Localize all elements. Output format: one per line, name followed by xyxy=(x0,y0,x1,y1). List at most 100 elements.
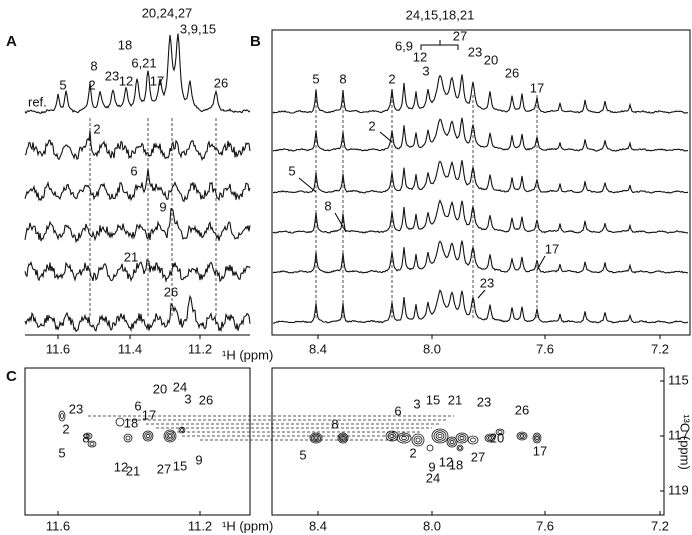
label: 9 xyxy=(159,199,166,214)
label: 9 xyxy=(195,452,202,467)
label: 17 xyxy=(530,80,544,95)
contour xyxy=(486,434,494,442)
panel-frame xyxy=(24,367,251,516)
label: 7.6 xyxy=(536,341,554,356)
contour xyxy=(341,436,345,440)
contour xyxy=(168,434,172,438)
contour xyxy=(446,436,458,448)
x-axis-label: ¹H (ppm) xyxy=(222,347,273,362)
label: 5 xyxy=(288,163,295,178)
label: 17 xyxy=(545,241,559,256)
spectrum xyxy=(272,240,689,274)
contour xyxy=(312,435,320,441)
contour xyxy=(413,435,423,445)
contour xyxy=(142,430,154,442)
contour xyxy=(309,432,323,444)
label: 2 xyxy=(93,121,100,136)
label: 12 xyxy=(439,454,453,469)
label: 2 xyxy=(62,421,69,436)
label: 17 xyxy=(150,73,164,88)
label: 20 xyxy=(490,430,504,445)
contour xyxy=(470,437,476,443)
contour xyxy=(435,432,445,440)
contour xyxy=(497,430,503,434)
label: 3 xyxy=(413,396,420,411)
label: 3,9,15 xyxy=(180,21,216,36)
label: 8.4 xyxy=(309,518,327,533)
label: 23 xyxy=(468,44,482,59)
label: 6 xyxy=(134,398,141,413)
label: 12 xyxy=(114,459,128,474)
label: 8.4 xyxy=(309,341,327,356)
spectrum xyxy=(24,294,251,333)
spectrum xyxy=(24,207,251,244)
contour xyxy=(458,446,462,450)
label: 27 xyxy=(471,449,485,464)
contour xyxy=(457,434,467,442)
contour xyxy=(83,432,93,440)
contour xyxy=(89,442,95,446)
label: 119 xyxy=(668,482,689,497)
contour xyxy=(415,437,421,443)
contour xyxy=(145,433,151,439)
spectrum xyxy=(272,289,689,324)
contour xyxy=(449,439,455,445)
label: 23 xyxy=(480,275,494,290)
contour xyxy=(459,435,465,441)
label: 6 xyxy=(130,163,137,178)
spectrum xyxy=(272,117,689,152)
leader xyxy=(334,212,347,233)
x-axis-label: ¹H (ppm) xyxy=(222,518,273,533)
contour xyxy=(532,432,542,444)
label: 26 xyxy=(164,284,178,299)
contour xyxy=(338,433,348,443)
label: 27 xyxy=(453,28,467,43)
label: 20 xyxy=(484,52,498,67)
contour xyxy=(487,436,493,440)
contour xyxy=(411,433,425,447)
label: 5 xyxy=(312,71,319,86)
contour xyxy=(60,413,64,419)
spectrum xyxy=(272,199,689,234)
panel-label: C xyxy=(6,368,17,385)
contour xyxy=(178,426,186,434)
label: 24,15,18,21 xyxy=(406,7,475,22)
contour xyxy=(387,432,397,440)
label: 8.0 xyxy=(423,341,441,356)
contour xyxy=(401,435,407,441)
label: 23 xyxy=(69,401,83,416)
label: 27 xyxy=(157,461,171,476)
contour xyxy=(398,434,410,442)
label: 2 xyxy=(88,77,95,92)
label: 8 xyxy=(82,430,89,445)
contour xyxy=(311,433,321,443)
label: 12 xyxy=(119,73,133,88)
label: 26 xyxy=(214,75,228,90)
bracket xyxy=(420,40,459,50)
panel-frame xyxy=(271,367,665,516)
contour xyxy=(115,417,125,427)
label: 5 xyxy=(58,445,65,460)
panel-label: B xyxy=(250,33,261,50)
spectrum xyxy=(24,33,251,114)
label: 23 xyxy=(105,68,119,83)
label: 6 xyxy=(394,403,401,418)
label: 12 xyxy=(413,49,427,64)
label: 6,21 xyxy=(131,55,156,70)
contour xyxy=(163,429,177,443)
label: 15 xyxy=(173,458,187,473)
label: 18 xyxy=(124,415,138,430)
label: 18 xyxy=(449,457,463,472)
contour xyxy=(85,434,91,438)
spectrum xyxy=(272,74,689,114)
label: 5 xyxy=(299,447,306,462)
label: 6,9 xyxy=(395,38,413,53)
label: 11.6 xyxy=(46,518,70,533)
label: 11.2 xyxy=(188,518,212,533)
label: 18 xyxy=(118,37,132,52)
label: 26 xyxy=(505,65,519,80)
spectrum xyxy=(272,160,689,194)
label: 17 xyxy=(533,443,547,458)
label: 9 xyxy=(428,459,435,474)
